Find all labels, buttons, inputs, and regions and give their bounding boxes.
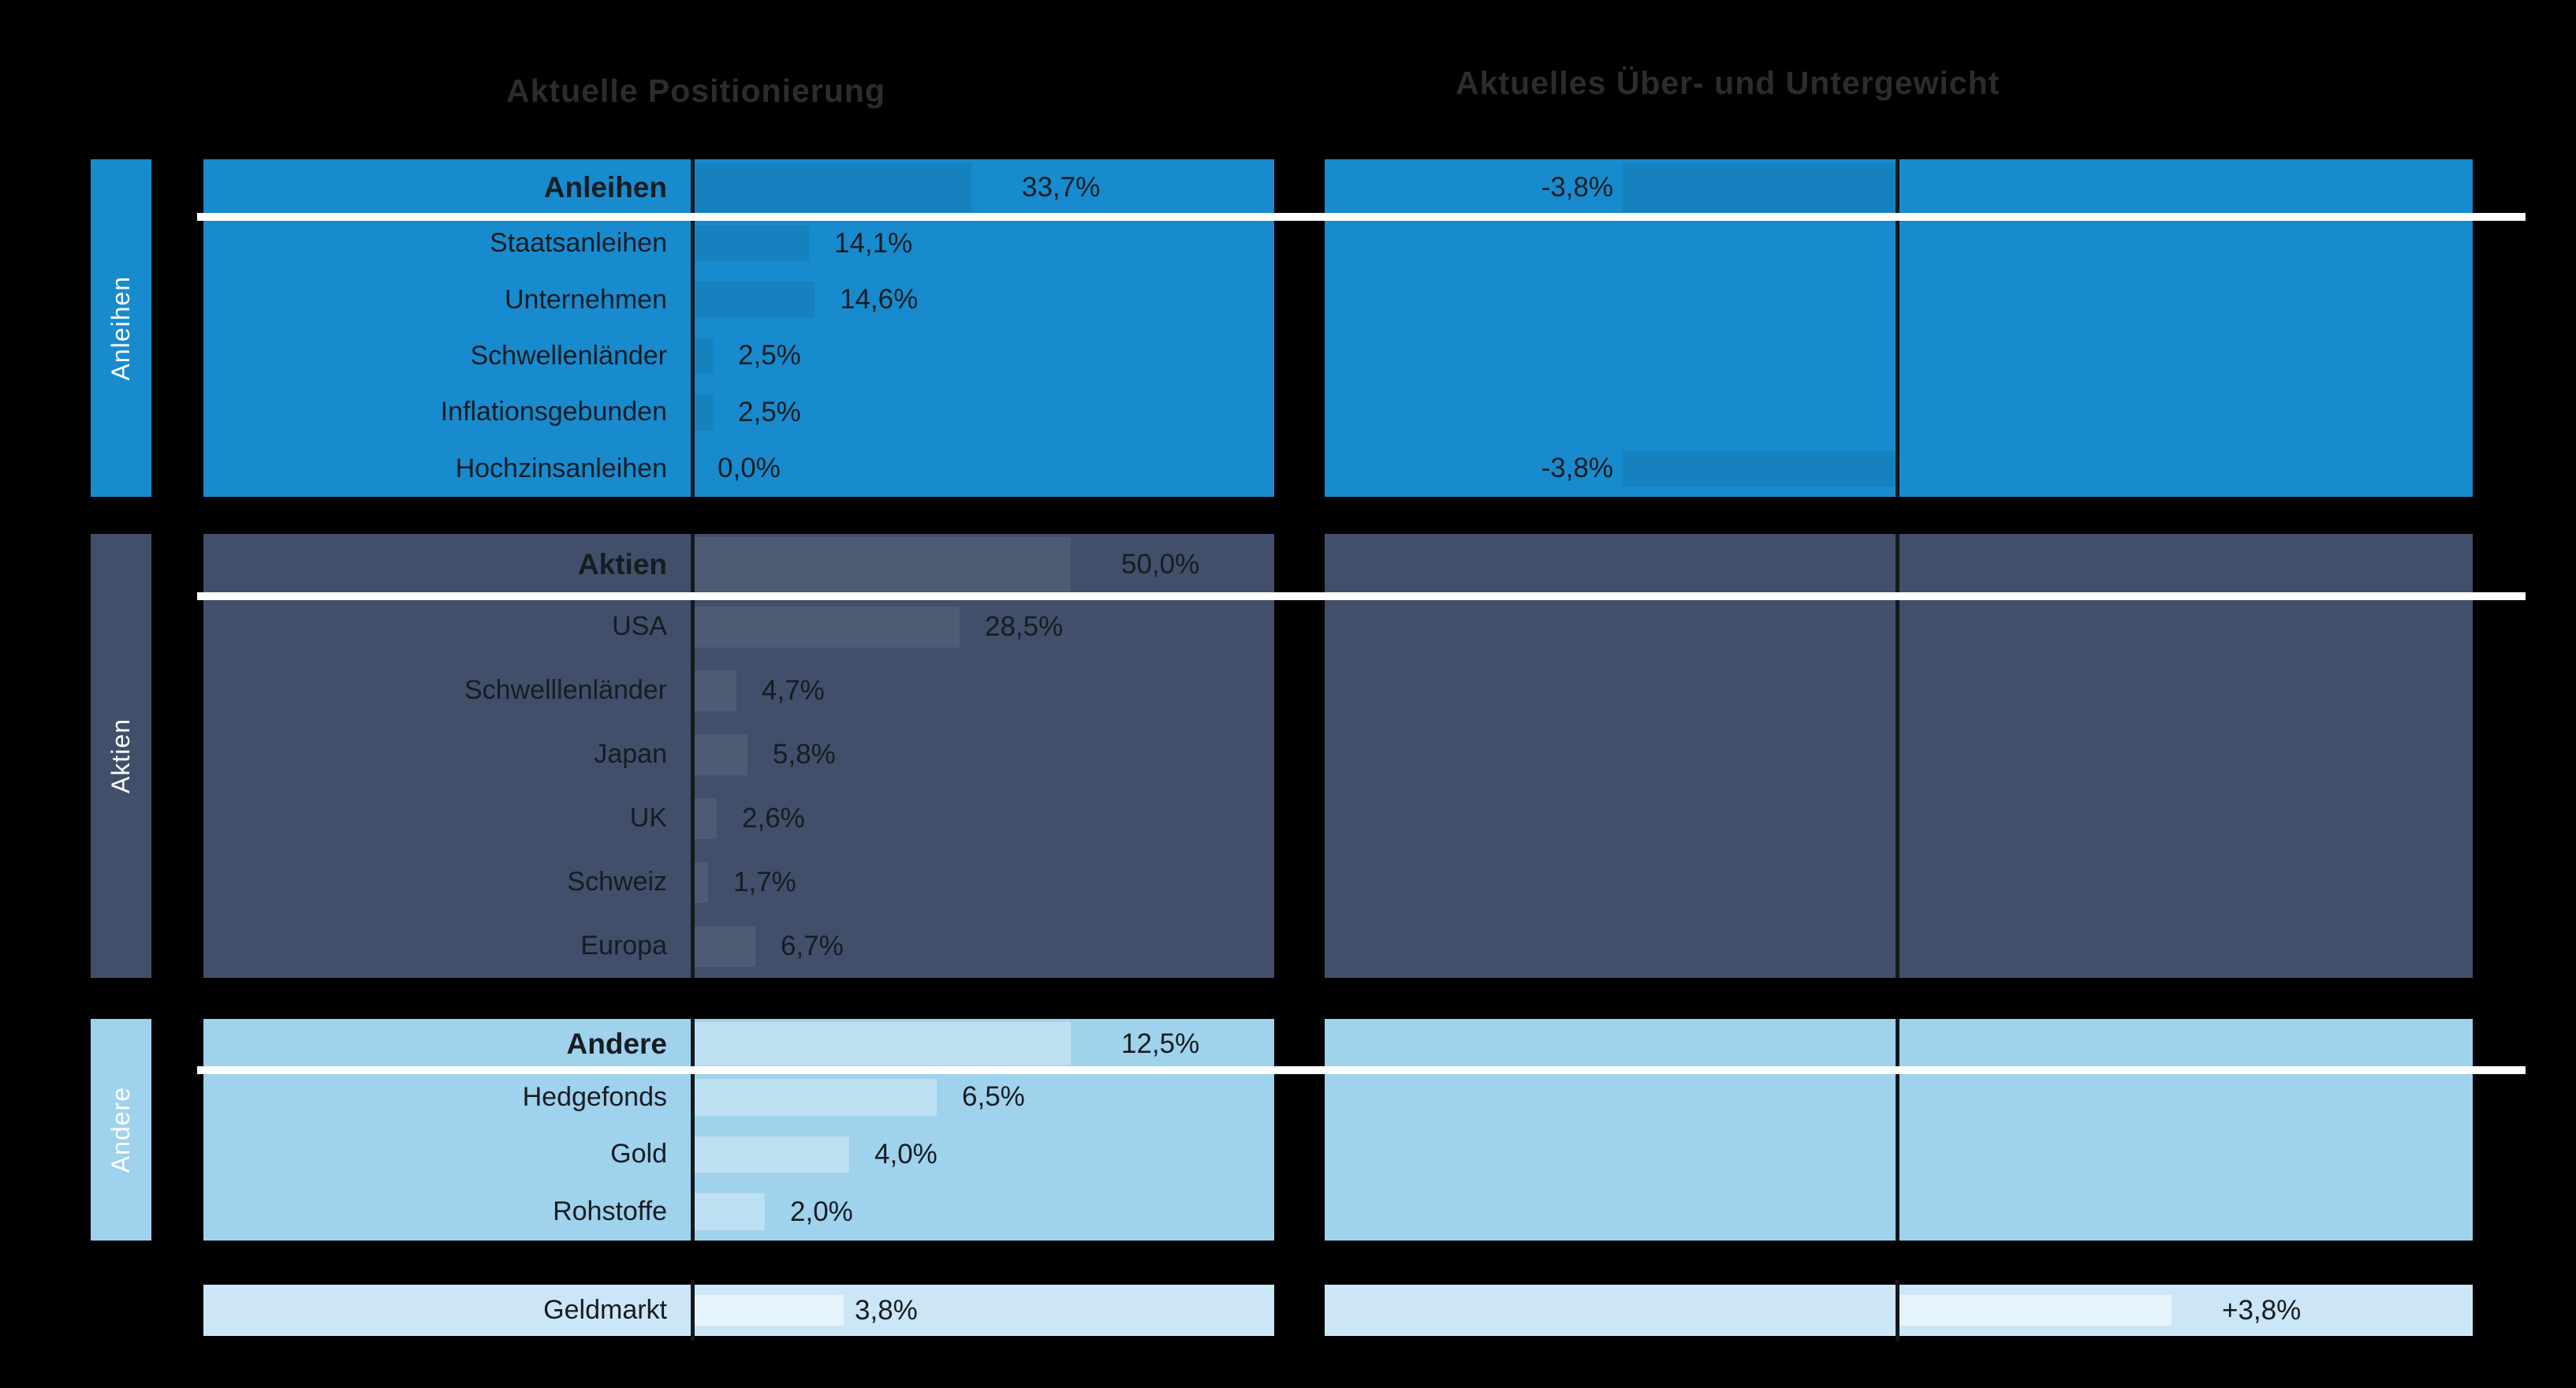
positioning-bar-andere (692, 1022, 1071, 1065)
row-label-inflationsgebunden: Inflationsgebunden (440, 397, 667, 427)
row-label-andere: Andere (566, 1027, 667, 1060)
value-label-geldmarkt: 3,8% (855, 1294, 918, 1326)
sidebar-label-anleihen: Anleihen (106, 275, 135, 381)
value-label-staatsanleihen: 14,1% (834, 227, 913, 259)
positioning-bar-staatsanleihen (692, 226, 809, 262)
row-label-uk: UK (629, 803, 667, 833)
row-label-usa: USA (612, 611, 667, 641)
value-label-inflationsgebunden: 2,5% (738, 396, 801, 427)
value-label-japan: 5,8% (773, 738, 836, 770)
row-label-anleihen: Anleihen (543, 170, 667, 203)
value-label-unternehmen: 14,6% (840, 284, 919, 315)
separator-line-andere (197, 1066, 2526, 1074)
value-label-hochzinsanleihen: 0,0% (718, 453, 781, 484)
sidebar-anleihen: Anleihen (91, 159, 151, 497)
value-label-schweiz: 1,7% (733, 866, 796, 897)
value-label-gold: 4,0% (874, 1138, 938, 1170)
positioning-bar-geldmarkt (692, 1295, 844, 1326)
right-panel-title: Aktuelles Über- und Untergewicht (1456, 65, 2000, 101)
zero-line-geldmarkt (1896, 1280, 1899, 1341)
row-label-hochzinsanleihen: Hochzinsanleihen (455, 453, 667, 483)
row-label-europa: Europa (580, 931, 667, 961)
weight-label-anleihen: -3,8% (1541, 171, 1613, 203)
positioning-bar-rohstoffe (692, 1193, 765, 1230)
value-axis-anleihen (691, 159, 695, 497)
separator-line-aktien (197, 592, 2526, 600)
weight-bar-geldmarkt (1897, 1295, 2172, 1326)
value-label-schwellenländer: 2,5% (738, 340, 801, 371)
positioning-bar-schwellenländer (692, 338, 713, 375)
positioning-bar-hedgefonds (692, 1079, 937, 1116)
row-label-geldmarkt: Geldmarkt (543, 1295, 667, 1325)
zero-line-andere (1896, 1019, 1899, 1241)
group-aktien-positioning-panel (203, 534, 1274, 978)
separator-line-anleihen (197, 213, 2526, 221)
row-label-schwellenländer: Schwellenländer (470, 340, 668, 371)
row-label-staatsanleihen: Staatsanleihen (490, 228, 667, 259)
value-label-aktien: 50,0% (1121, 548, 1200, 580)
value-axis-geldmarkt (691, 1280, 695, 1341)
positioning-bar-gold (692, 1136, 849, 1173)
sidebar-label-andere: Andere (106, 1086, 135, 1173)
value-label-uk: 2,6% (742, 802, 805, 834)
value-label-schwelllenländer: 4,7% (762, 674, 825, 706)
value-label-rohstoffe: 2,0% (790, 1196, 853, 1227)
weight-bar-anleihen (1623, 162, 1897, 212)
sidebar-andere: Andere (91, 1019, 151, 1241)
positioning-bar-uk (692, 797, 717, 839)
positioning-bar-schwelllenländer (692, 670, 736, 711)
row-label-schweiz: Schweiz (567, 867, 667, 897)
row-label-rohstoffe: Rohstoffe (553, 1196, 667, 1227)
value-axis-aktien (691, 534, 695, 978)
value-axis-andere (691, 1019, 695, 1241)
positioning-bar-aktien (692, 537, 1071, 591)
weight-label-geldmarkt: +3,8% (2222, 1294, 2302, 1326)
row-label-schwelllenländer: Schwelllenländer (464, 675, 667, 705)
zero-line-anleihen (1896, 159, 1899, 497)
value-label-europa: 6,7% (781, 930, 844, 961)
weight-label-hochzinsanleihen: -3,8% (1541, 453, 1613, 484)
row-label-japan: Japan (594, 739, 667, 769)
row-label-gold: Gold (610, 1139, 667, 1170)
value-label-anleihen: 33,7% (1022, 171, 1101, 203)
positioning-bar-inflationsgebunden (692, 394, 713, 431)
positioning-bar-unternehmen (692, 282, 815, 318)
positioning-bar-europa (692, 925, 755, 967)
weight-bar-hochzinsanleihen (1623, 450, 1897, 487)
positioning-bar-japan (692, 733, 747, 775)
row-label-unternehmen: Unternehmen (504, 284, 667, 315)
value-label-usa: 28,5% (985, 610, 1064, 642)
positioning-bar-schweiz (692, 861, 708, 903)
row-label-hedgefonds: Hedgefonds (522, 1081, 667, 1112)
zero-line-aktien (1896, 534, 1899, 978)
value-label-andere: 12,5% (1121, 1028, 1200, 1059)
value-label-hedgefonds: 6,5% (962, 1081, 1025, 1113)
positioning-bar-usa (692, 606, 960, 647)
group-andere-positioning-panel (203, 1019, 1274, 1241)
row-label-aktien: Aktien (577, 547, 667, 580)
left-panel-title: Aktuelle Positionierung (506, 73, 885, 109)
sidebar-aktien: Aktien (91, 534, 151, 978)
sidebar-label-aktien: Aktien (106, 718, 135, 793)
positioning-bar-anleihen (692, 162, 971, 212)
